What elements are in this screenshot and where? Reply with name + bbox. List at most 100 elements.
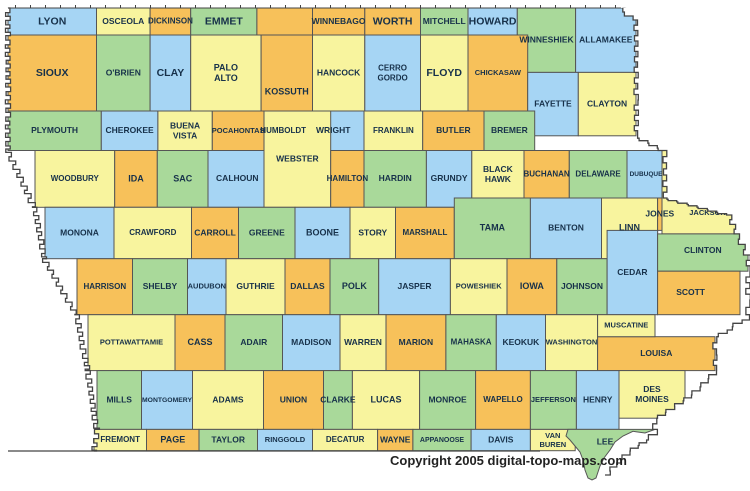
svg-text:DAVIS: DAVIS <box>488 434 514 444</box>
svg-text:HANCOCK: HANCOCK <box>317 67 361 77</box>
svg-text:MAHASKA: MAHASKA <box>451 338 492 347</box>
svg-text:CLAYTON: CLAYTON <box>587 98 627 108</box>
svg-text:LEE: LEE <box>597 436 614 446</box>
svg-text:KOSSUTH: KOSSUTH <box>265 86 309 96</box>
svg-text:LYON: LYON <box>38 15 66 27</box>
svg-text:VAN: VAN <box>545 431 560 440</box>
svg-text:POCAHONTAS: POCAHONTAS <box>212 126 265 135</box>
svg-text:DICKINSON: DICKINSON <box>148 17 193 26</box>
svg-text:SIOUX: SIOUX <box>36 67 69 79</box>
svg-text:GRUNDY: GRUNDY <box>431 173 468 183</box>
svg-text:HENRY: HENRY <box>583 394 613 404</box>
svg-text:WASHINGTON: WASHINGTON <box>546 338 598 347</box>
svg-text:MARION: MARION <box>399 337 433 347</box>
svg-text:ALLAMAKEE: ALLAMAKEE <box>579 34 633 44</box>
svg-text:WRIGHT: WRIGHT <box>316 125 351 135</box>
svg-text:ADAIR: ADAIR <box>240 337 267 347</box>
svg-text:MONROE: MONROE <box>428 394 467 404</box>
svg-text:WAPELLO: WAPELLO <box>483 395 523 404</box>
svg-text:GREENE: GREENE <box>249 227 285 237</box>
svg-text:DECATUR: DECATUR <box>326 435 365 444</box>
svg-text:IDA: IDA <box>128 173 144 183</box>
svg-text:ADAMS: ADAMS <box>212 394 243 404</box>
svg-text:CLAY: CLAY <box>157 67 185 79</box>
svg-text:MOINES: MOINES <box>635 394 669 404</box>
svg-text:DALLAS: DALLAS <box>290 281 325 291</box>
svg-text:FAYETTE: FAYETTE <box>534 98 572 108</box>
svg-text:HAMILTON: HAMILTON <box>327 174 369 183</box>
svg-text:PLYMOUTH: PLYMOUTH <box>31 125 78 135</box>
svg-text:BUREN: BUREN <box>539 440 566 449</box>
svg-text:SCOTT: SCOTT <box>676 287 706 297</box>
svg-text:POLK: POLK <box>342 281 368 291</box>
svg-text:DELAWARE: DELAWARE <box>575 169 621 178</box>
svg-text:KEOKUK: KEOKUK <box>502 337 540 347</box>
svg-text:O'BRIEN: O'BRIEN <box>106 67 141 77</box>
svg-text:CEDAR: CEDAR <box>617 267 647 277</box>
svg-text:RINGGOLD: RINGGOLD <box>265 435 306 444</box>
svg-text:BOONE: BOONE <box>306 227 339 237</box>
svg-text:UNION: UNION <box>280 394 307 404</box>
svg-text:MUSCATINE: MUSCATINE <box>604 321 648 330</box>
svg-text:WAYNE: WAYNE <box>380 434 411 444</box>
svg-text:CARROLL: CARROLL <box>194 227 236 237</box>
svg-text:JOHNSON: JOHNSON <box>561 281 603 291</box>
svg-text:CHICKASAW: CHICKASAW <box>475 68 522 77</box>
svg-text:GUTHRIE: GUTHRIE <box>236 281 275 291</box>
svg-text:MONTGOMERY: MONTGOMERY <box>142 397 192 404</box>
svg-text:SAC: SAC <box>173 173 193 183</box>
svg-text:WINNESHIEK: WINNESHIEK <box>519 34 574 44</box>
svg-text:AUDUBON: AUDUBON <box>188 282 226 291</box>
svg-text:MARSHALL: MARSHALL <box>402 228 447 237</box>
svg-text:OSCEOLA: OSCEOLA <box>102 16 144 26</box>
svg-text:WINNEBAGO: WINNEBAGO <box>312 16 366 26</box>
svg-text:MADISON: MADISON <box>291 337 331 347</box>
svg-text:FRANKLIN: FRANKLIN <box>373 126 414 135</box>
svg-text:CLARKE: CLARKE <box>320 394 356 404</box>
svg-text:WORTH: WORTH <box>373 15 413 27</box>
svg-text:TAYLOR: TAYLOR <box>211 434 245 444</box>
svg-text:WEBSTER: WEBSTER <box>276 153 319 163</box>
svg-text:LINN: LINN <box>619 223 640 233</box>
svg-text:JASPER: JASPER <box>397 281 431 291</box>
svg-text:JEFFERSON: JEFFERSON <box>531 395 576 404</box>
svg-text:LUCAS: LUCAS <box>371 394 402 404</box>
svg-text:BUCHANAN: BUCHANAN <box>523 169 569 178</box>
svg-text:LOUISA: LOUISA <box>640 348 672 358</box>
svg-text:FREMONT: FREMONT <box>100 435 140 444</box>
svg-text:CASS: CASS <box>187 337 212 347</box>
svg-text:MILLS: MILLS <box>106 394 132 404</box>
svg-text:GORDO: GORDO <box>377 73 407 82</box>
svg-text:ALTO: ALTO <box>214 73 238 83</box>
svg-text:HOWARD: HOWARD <box>469 15 517 27</box>
svg-text:STORY: STORY <box>358 227 387 237</box>
svg-text:DES: DES <box>643 384 661 394</box>
svg-text:HARDIN: HARDIN <box>379 173 412 183</box>
svg-text:HAWK: HAWK <box>485 174 512 184</box>
svg-text:CALHOUN: CALHOUN <box>216 173 259 183</box>
svg-text:WARREN: WARREN <box>344 337 382 347</box>
svg-text:APPANOOSE: APPANOOSE <box>420 437 465 444</box>
svg-text:PAGE: PAGE <box>160 434 185 444</box>
svg-text:CERRO: CERRO <box>378 64 407 73</box>
svg-text:BREMER: BREMER <box>491 125 528 135</box>
svg-text:CRAWFORD: CRAWFORD <box>129 228 176 237</box>
svg-text:MONONA: MONONA <box>60 227 99 237</box>
svg-text:BUTLER: BUTLER <box>436 125 470 135</box>
svg-text:HARRISON: HARRISON <box>83 282 126 291</box>
svg-text:MITCHELL: MITCHELL <box>423 16 466 26</box>
svg-text:POWESHIEK: POWESHIEK <box>456 282 502 291</box>
svg-text:DUBUQUE: DUBUQUE <box>630 171 664 178</box>
svg-text:EMMET: EMMET <box>205 15 244 27</box>
svg-text:TAMA: TAMA <box>480 223 506 233</box>
svg-text:PALO: PALO <box>214 62 238 72</box>
svg-text:HUMBOLDT: HUMBOLDT <box>260 126 306 135</box>
svg-text:WOODBURY: WOODBURY <box>51 174 100 183</box>
svg-text:VISTA: VISTA <box>173 131 197 141</box>
svg-text:CHEROKEE: CHEROKEE <box>106 125 155 135</box>
svg-text:POTTAWATTAMIE: POTTAWATTAMIE <box>100 338 163 347</box>
svg-text:FLOYD: FLOYD <box>426 67 462 79</box>
svg-text:BUENA: BUENA <box>170 120 200 130</box>
svg-text:CLINTON: CLINTON <box>684 245 722 255</box>
svg-text:JONES: JONES <box>645 208 674 218</box>
